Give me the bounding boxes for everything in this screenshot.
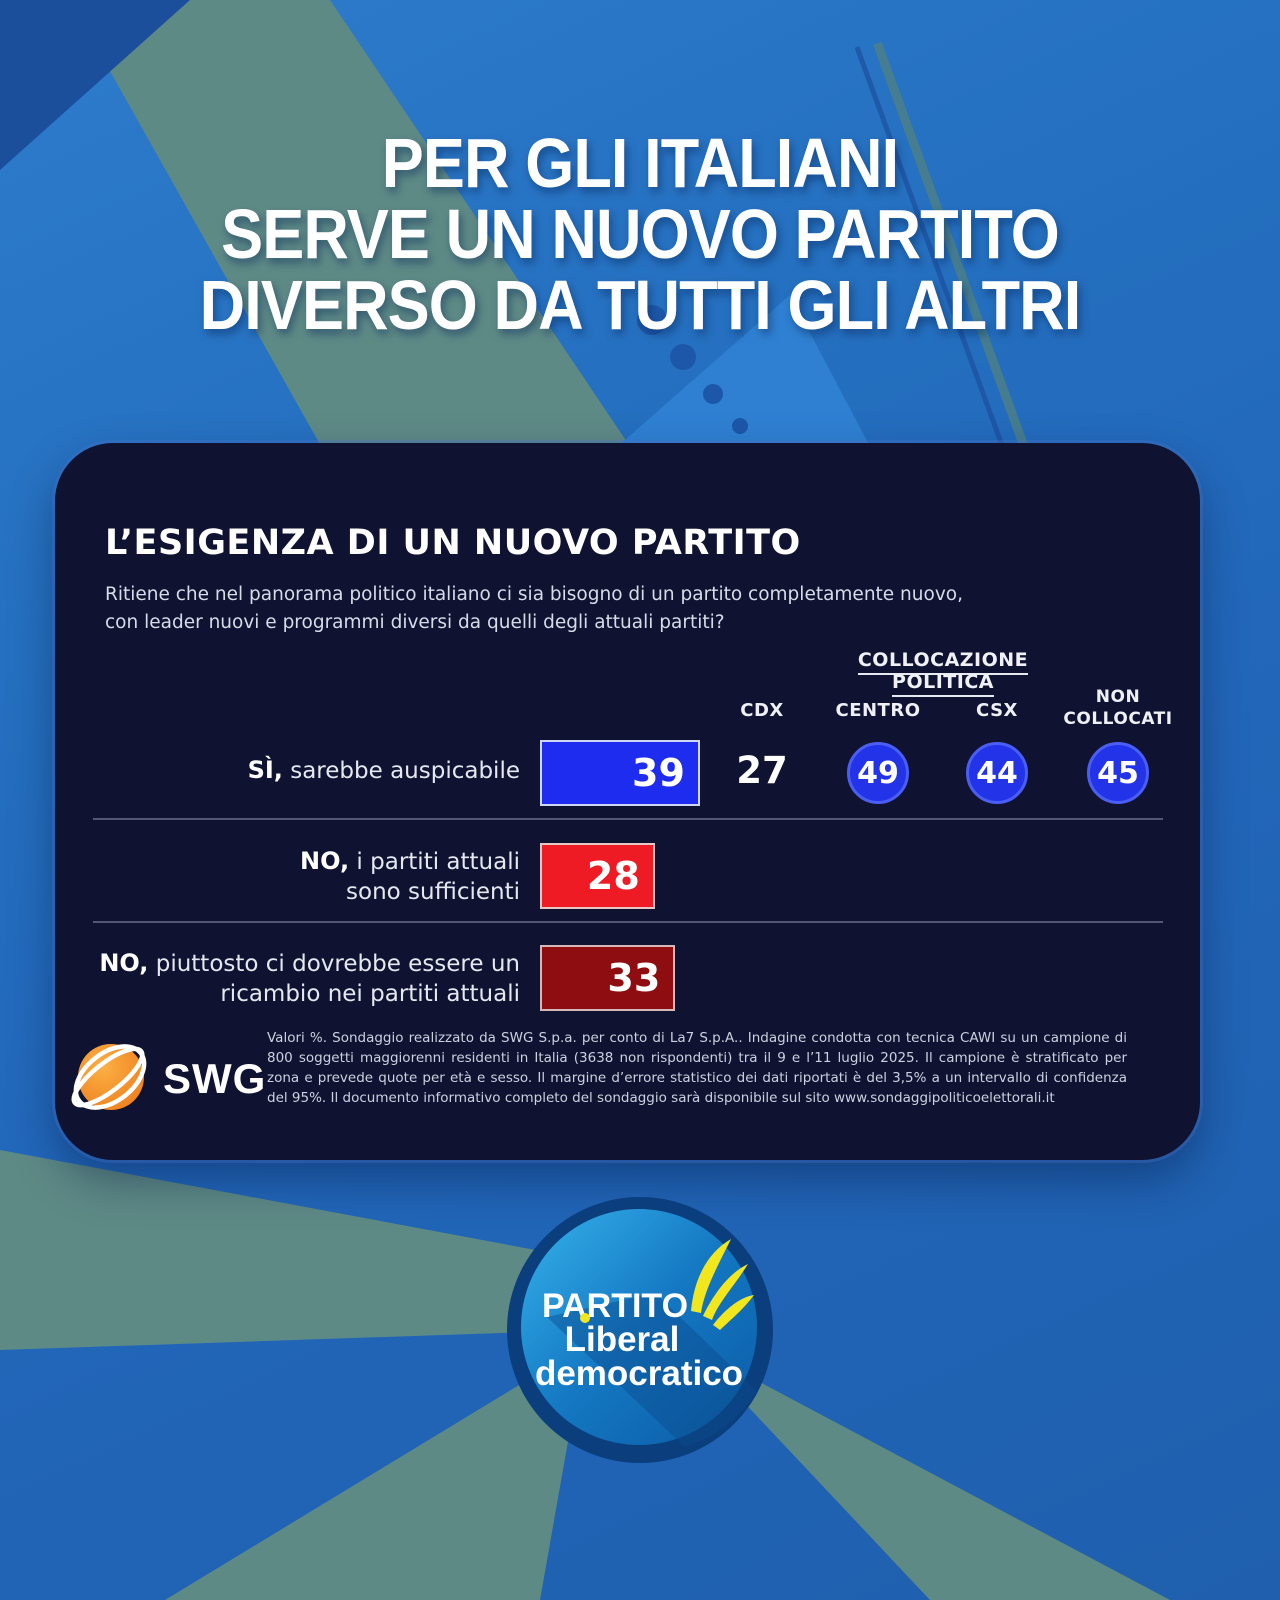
bar-no-sufficienti: 28: [540, 843, 655, 909]
row-label-no1-rest: i partiti attuali sono sufficienti: [346, 849, 520, 905]
swg-logo: SWG: [63, 1031, 267, 1131]
decorative-dot: [670, 344, 696, 370]
row-divider: [93, 818, 1163, 820]
poll-question-line-2: con leader nuovi e programmi diversi da …: [105, 612, 725, 633]
csx-badge: 44: [966, 742, 1028, 804]
row-label-no2-rest: piuttosto ci dovrebbe essere un ricambio…: [148, 951, 520, 1007]
poster-title: PER GLI ITALIANI SERVE UN NUOVO PARTITO …: [64, 128, 1216, 341]
row-label-no-ricambio: NO, piuttosto ci dovrebbe essere un rica…: [90, 948, 520, 1009]
bar-no-ricambio: 33: [540, 945, 676, 1011]
row-label-si: SÌ, sarebbe auspicabile: [248, 755, 520, 786]
liberal-i-dot: [580, 1313, 590, 1323]
csx-badge-value: 44: [976, 755, 1018, 791]
poster-title-line-3: DIVERSO DA TUTTI GLI ALTRI: [199, 266, 1082, 344]
logo-fan-icon: [691, 1239, 754, 1330]
swg-logo-text: SWG: [163, 1055, 267, 1102]
poll-card: L’ESIGENZA DI UN NUOVO PARTITO Ritiene c…: [55, 443, 1200, 1160]
column-header-non-collocati: NON COLLOCATI: [1063, 687, 1173, 729]
bar-si-value: 39: [632, 751, 685, 795]
cdx-value-si: 27: [736, 749, 788, 792]
poll-heading: L’ESIGENZA DI UN NUOVO PARTITO: [105, 523, 801, 563]
poster-title-line-2: SERVE UN NUOVO PARTITO: [221, 195, 1060, 273]
column-header-cdx: CDX: [740, 700, 784, 721]
bar-si: 39: [540, 740, 700, 806]
non-collocati-badge-value: 45: [1097, 755, 1139, 791]
row-label-no2-bold: NO,: [99, 949, 149, 977]
row-label-no-sufficienti: NO, i partiti attuali sono sufficienti: [250, 846, 520, 907]
methodology-text: Valori %. Sondaggio realizzato da SWG S.…: [267, 1030, 1127, 1106]
row-divider: [93, 921, 1163, 923]
swg-globe-icon: [71, 1044, 147, 1110]
poll-question-line-1: Ritiene che nel panorama politico italia…: [105, 584, 963, 605]
row-label-si-bold: SÌ,: [247, 756, 283, 784]
collocation-group-header-label: COLLOCAZIONE POLITICA: [857, 649, 1029, 697]
centro-badge: 49: [847, 742, 909, 804]
party-logo: PARTITO Liberal democratico: [505, 1195, 775, 1465]
row-label-no1-bold: NO,: [300, 847, 350, 875]
party-logo-line-3: democratico: [535, 1354, 743, 1393]
poster-title-line-1: PER GLI ITALIANI: [381, 124, 899, 202]
party-logo-svg: PARTITO Liberal democratico: [507, 1197, 773, 1463]
column-header-centro: CENTRO: [835, 700, 921, 721]
centro-badge-value: 49: [857, 755, 899, 791]
decorative-dot: [703, 384, 723, 404]
column-header-csx: CSX: [976, 700, 1018, 721]
collocation-group-header: COLLOCAZIONE POLITICA: [808, 649, 1078, 697]
decorative-dot: [732, 418, 748, 434]
non-collocati-badge: 45: [1087, 742, 1149, 804]
bar-no2-value: 33: [607, 956, 661, 1000]
bar-no1-value: 28: [586, 854, 640, 898]
row-label-si-rest: sarebbe auspicabile: [282, 758, 520, 784]
